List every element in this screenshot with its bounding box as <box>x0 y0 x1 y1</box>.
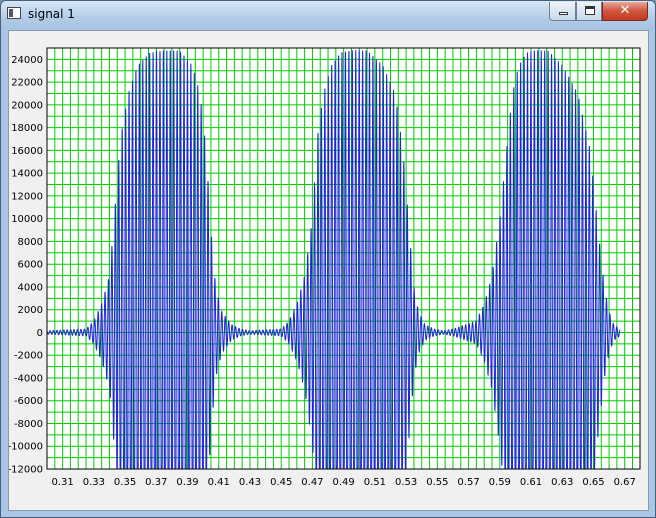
x-tick-label: 0.33 <box>83 477 105 488</box>
y-tick-label: -4000 <box>14 373 43 384</box>
maximize-button[interactable] <box>576 2 602 21</box>
y-tick-label: 14000 <box>11 169 43 180</box>
y-tick-label: 8000 <box>18 237 43 248</box>
title-bar[interactable]: signal 1 ✕ <box>1 1 655 29</box>
x-tick-label: 0.59 <box>489 477 511 488</box>
y-tick-label: 22000 <box>11 78 43 89</box>
x-tick-label: 0.47 <box>301 477 323 488</box>
x-tick-label: 0.65 <box>582 477 604 488</box>
x-tick-label: 0.43 <box>239 477 261 488</box>
y-tick-label: 20000 <box>11 100 43 111</box>
minimize-icon <box>559 12 568 15</box>
plot-area: 24000 22000 20000 18000 16000 14000 12000 10000… <box>8 30 649 511</box>
x-tick-label: 0.61 <box>520 477 542 488</box>
signal-series-line <box>47 50 621 469</box>
x-tick-label: 0.45 <box>270 477 292 488</box>
minimize-button[interactable] <box>549 2 576 21</box>
y-tick-label: 10000 <box>11 214 43 225</box>
y-tick-label: 18000 <box>11 123 43 134</box>
y-tick-label: -6000 <box>14 396 43 407</box>
y-tick-label: 24000 <box>11 55 43 66</box>
app-window-icon[interactable] <box>7 7 21 19</box>
close-button[interactable]: ✕ <box>602 2 648 21</box>
y-tick-label: 6000 <box>18 260 43 271</box>
x-tick-label: 0.31 <box>51 477 73 488</box>
x-tick-label: 0.53 <box>395 477 417 488</box>
y-tick-label: 0 <box>37 328 43 339</box>
x-tick-label: 0.63 <box>551 477 573 488</box>
y-tick-label: -12000 <box>9 465 43 476</box>
x-tick-label: 0.37 <box>145 477 167 488</box>
chart-series <box>47 50 621 469</box>
maximize-icon <box>585 6 595 15</box>
x-axis-labels: 0.31 0.33 0.35 0.37 0.39 0.41 0.43 0.45 0.47 0.49… <box>51 477 635 488</box>
y-tick-label: 16000 <box>11 146 43 157</box>
x-tick-label: 0.57 <box>457 477 479 488</box>
x-tick-label: 0.49 <box>333 477 355 488</box>
y-axis-labels: 2400022000200001800016000140001200010000… <box>9 55 43 476</box>
close-icon: ✕ <box>619 3 631 18</box>
y-tick-label: -2000 <box>14 351 43 362</box>
signal-chart: 2400022000200001800016000140001200010000… <box>9 47 641 488</box>
x-tick-label: 0.55 <box>426 477 448 488</box>
y-tick-label: 2000 <box>18 305 43 316</box>
x-tick-label: 0.67 <box>614 477 636 488</box>
y-tick-label: -10000 <box>9 442 43 453</box>
x-tick-label: 0.35 <box>114 477 136 488</box>
window-title: signal 1 <box>28 7 75 21</box>
y-tick-label: 4000 <box>18 282 43 293</box>
y-tick-label: 12000 <box>11 191 43 202</box>
x-tick-label: 0.39 <box>176 477 198 488</box>
plot-frame <box>46 47 641 470</box>
x-tick-label: 0.51 <box>364 477 386 488</box>
x-tick-label: 0.41 <box>208 477 230 488</box>
y-tick-label: -8000 <box>14 419 43 430</box>
